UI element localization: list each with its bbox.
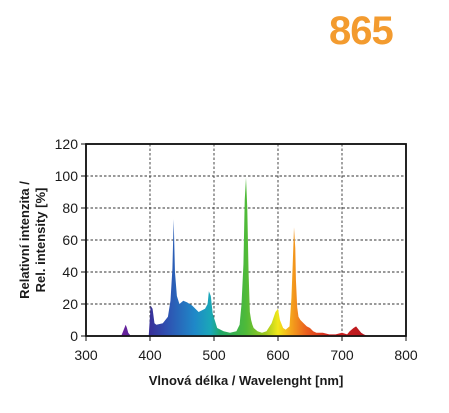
- x-axis-ticks: 300 400 500 600 700 800: [74, 336, 418, 363]
- y-tick-label: 40: [62, 264, 78, 280]
- x-tick-label: 400: [138, 347, 162, 363]
- y-tick-label: 80: [62, 200, 78, 216]
- y-tick-label: 60: [62, 232, 78, 248]
- spectrum-series: [121, 177, 381, 336]
- x-tick-label: 300: [74, 347, 98, 363]
- spectrum-area-0: [121, 177, 381, 336]
- y-axis-label-line-2: Rel. intensity [%]: [33, 188, 48, 293]
- y-axis-ticks: 0 20 40 60 80 100 120: [55, 136, 86, 344]
- y-tick-label: 20: [62, 296, 78, 312]
- y-tick-label: 100: [55, 168, 79, 184]
- y-tick-label: 0: [70, 328, 78, 344]
- y-axis-label-line-1: Relativní intenzita /: [17, 181, 32, 299]
- color-temperature-badge: 865: [329, 9, 394, 53]
- x-tick-label: 600: [266, 347, 290, 363]
- x-tick-label: 800: [394, 347, 418, 363]
- x-tick-label: 500: [202, 347, 226, 363]
- x-tick-label: 700: [330, 347, 354, 363]
- x-axis-label: Vlnová délka / Wavelenght [nm]: [149, 373, 344, 388]
- y-tick-label: 120: [55, 136, 79, 152]
